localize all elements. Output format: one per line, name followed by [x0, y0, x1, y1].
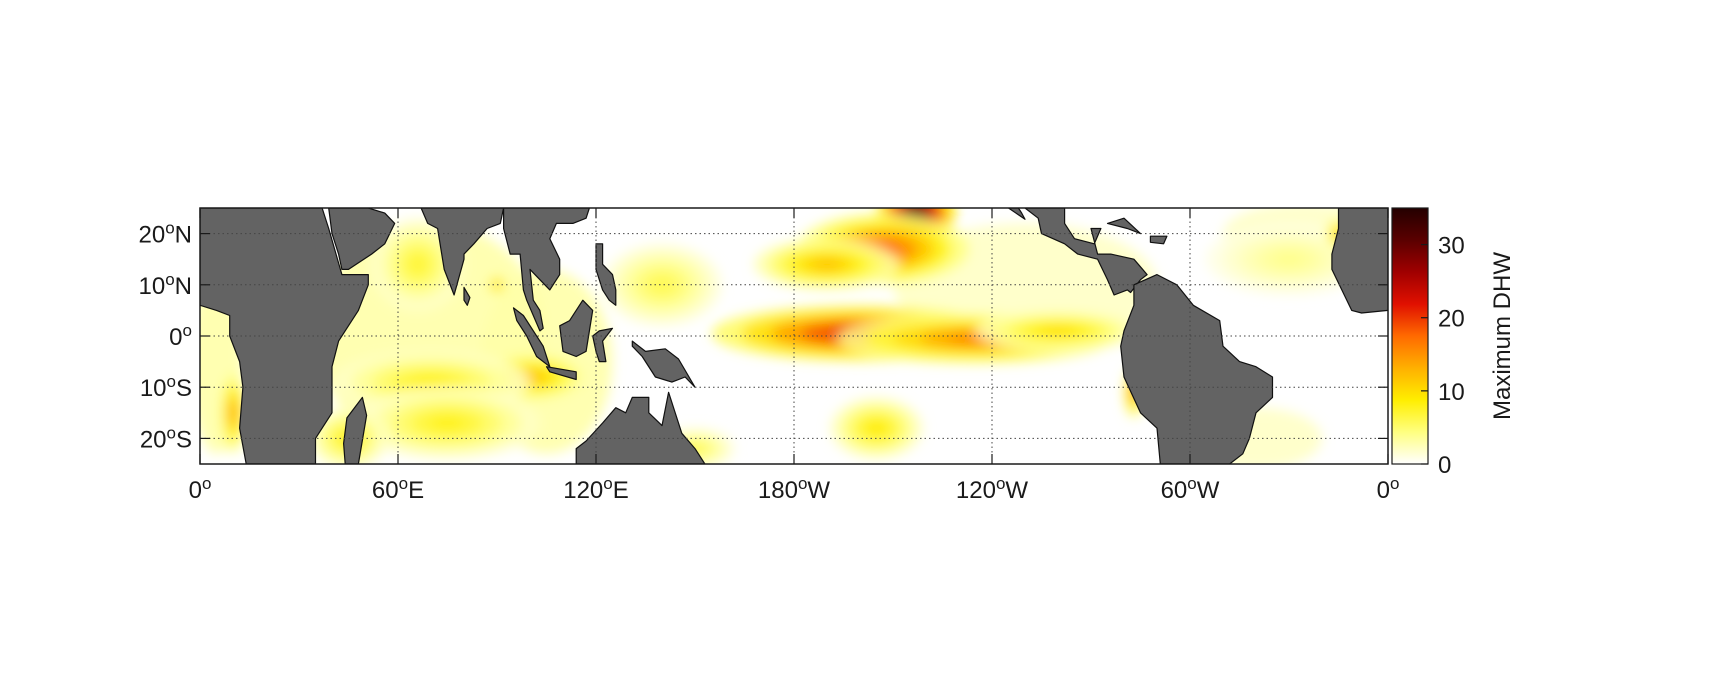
hotspot-15 [1206, 223, 1372, 296]
y-label-1: 10oN [138, 270, 192, 300]
land-philippines [595, 243, 617, 306]
axis-ticks [199, 208, 1389, 464]
hotspot-11 [219, 371, 247, 454]
colorbar-tick-label-3: 30 [1438, 233, 1465, 260]
hotspot-13 [830, 397, 923, 459]
x-label-5: 60oW [1161, 474, 1220, 504]
colorbar-tick-label-0: 0 [1438, 452, 1451, 479]
land-westafrica_bulge [1331, 208, 1388, 314]
land-southamerica [1120, 274, 1274, 464]
y-label-3: 10oS [140, 372, 192, 402]
land-india [420, 208, 505, 296]
land-newguinea [631, 340, 696, 388]
y-label-0: 20oN [138, 219, 192, 249]
grid-lines [200, 208, 1388, 464]
x-label-4: 120oW [956, 474, 1029, 504]
land-srilanka [463, 286, 471, 306]
colorbar-ticks: 0 10 20 30 [1421, 233, 1465, 479]
y-label-2: 0o [169, 321, 192, 351]
x-axis-labels: 0o 60oE 120oE 180oW 120oW 60oW 0o [189, 474, 1400, 504]
land-borneo [559, 299, 594, 358]
hotspot-10-level-4 [408, 255, 428, 274]
colorbar-tick-label-1: 10 [1438, 379, 1465, 406]
land-hispaniola [1149, 235, 1168, 245]
land-java [545, 366, 577, 381]
hotspot-8-level-4 [411, 375, 451, 389]
colorbar-tick-label-2: 20 [1438, 306, 1465, 333]
land-sumatra [512, 307, 551, 368]
hotspot-3-level-4 [1041, 326, 1075, 335]
land-madagascar [343, 396, 368, 464]
hotspot-3 [975, 310, 1141, 352]
hotspot-14 [602, 243, 722, 326]
land-australia [575, 391, 706, 464]
land-layer [200, 208, 1388, 464]
hotspot-6-level-4 [812, 259, 842, 270]
hotspot-13-level-4 [867, 422, 886, 435]
hotspot-14-level-4 [650, 276, 674, 293]
hotspot-15-level-4 [1272, 252, 1306, 267]
land-sulawesi [592, 327, 614, 363]
hotspot-6 [754, 238, 900, 290]
colorbar-label: Maximum DHW [1489, 252, 1516, 420]
colorbar: 0 10 20 30 Maximum DHW [1391, 207, 1516, 479]
x-label-3: 180oW [758, 474, 831, 504]
hotspot-10 [371, 218, 464, 311]
land-arabia [328, 208, 396, 270]
hotspot-9 [355, 387, 540, 459]
land-northamerica [1024, 208, 1148, 296]
y-label-4: 20oS [140, 423, 192, 453]
x-label-6: 0o [1377, 474, 1400, 504]
x-label-0: 0o [189, 474, 212, 504]
colorbar-gradient [1391, 207, 1429, 465]
land-africa [200, 208, 369, 464]
x-label-1: 60oE [372, 474, 424, 504]
hotspot-9-level-4 [429, 415, 466, 431]
y-axis-labels: 20oN 10oN 0o 10oS 20oS [138, 219, 192, 454]
land-indochina [503, 208, 591, 332]
x-label-2: 120oE [563, 474, 629, 504]
hotspot-11-level-4 [230, 404, 236, 421]
land-baja [1007, 208, 1026, 220]
